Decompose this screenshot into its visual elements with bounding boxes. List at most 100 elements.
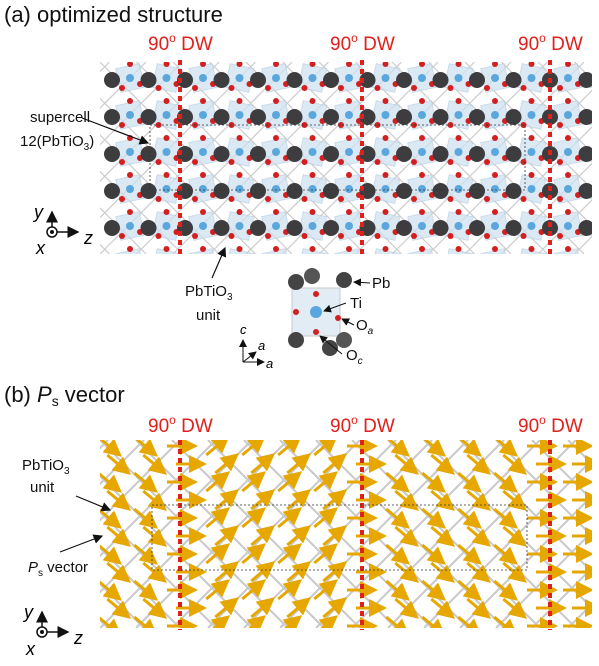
ti-atom	[528, 185, 536, 193]
ti-atom	[564, 148, 572, 156]
o-atom	[456, 98, 462, 104]
o-atom	[419, 98, 425, 104]
unit-cell	[288, 268, 352, 356]
pb-atom	[469, 109, 485, 125]
ti-atom	[491, 259, 499, 267]
o-atom	[192, 85, 198, 91]
o-atom	[346, 98, 352, 104]
o-atom	[529, 246, 535, 252]
ti-atom	[382, 74, 390, 82]
o-atom	[192, 196, 198, 202]
text: s	[52, 393, 59, 409]
o-atom	[484, 85, 490, 91]
o-atom	[466, 266, 472, 272]
o-atom	[229, 159, 235, 165]
text: 90	[518, 416, 539, 437]
o-atom	[237, 98, 243, 104]
ti-atom	[163, 74, 171, 82]
o-atom	[310, 61, 316, 67]
o-atom	[310, 172, 316, 178]
vector-label: Ps vector	[28, 559, 88, 579]
o-atom	[302, 196, 308, 202]
o-atom	[383, 98, 389, 104]
pb-atom	[287, 257, 303, 273]
pb-atom	[104, 109, 120, 125]
o-atom	[594, 270, 599, 276]
o-atom	[456, 135, 462, 141]
o-atom	[565, 172, 571, 178]
ti-atom	[272, 185, 280, 193]
text: 90	[148, 416, 169, 437]
ti-atom	[491, 185, 499, 193]
pb-atom	[579, 146, 595, 162]
pb-atom	[104, 183, 120, 199]
axis-label: x	[35, 238, 46, 258]
o-atom	[310, 209, 316, 215]
supercell-label: supercell	[30, 109, 90, 126]
text: DW	[358, 34, 395, 55]
axis-label: y	[22, 602, 34, 622]
ti-atom	[163, 148, 171, 156]
octahedron	[481, 249, 509, 277]
ti-atom	[236, 148, 244, 156]
ti-atom	[272, 259, 280, 267]
o-atom	[156, 85, 162, 91]
ti-atom	[345, 259, 353, 267]
o-atom	[200, 172, 206, 178]
axis-label: a	[258, 338, 265, 353]
ti-atom	[199, 222, 207, 230]
pb-atom	[250, 146, 266, 162]
ti-atom	[126, 259, 134, 267]
o-atom	[411, 270, 417, 276]
pb-atom	[396, 220, 412, 236]
ti-atom	[382, 185, 390, 193]
o-atom	[411, 85, 417, 91]
pb-atom	[433, 183, 449, 199]
ti-atom	[345, 74, 353, 82]
o-atom	[456, 209, 462, 215]
pb-atom	[506, 183, 522, 199]
o-atom	[565, 135, 571, 141]
o-atom	[247, 266, 253, 272]
bond	[0, 62, 110, 254]
pb-atom	[396, 109, 412, 125]
ti-atom	[564, 222, 572, 230]
o-atom	[119, 85, 125, 91]
o-atom	[557, 159, 563, 165]
o-atom	[164, 61, 170, 67]
o-atom	[127, 172, 133, 178]
text: 90	[518, 34, 539, 55]
o-atom	[200, 61, 206, 67]
o-atom	[484, 270, 490, 276]
o-atom	[302, 159, 308, 165]
o-atom	[375, 233, 381, 239]
o-atom	[492, 61, 498, 67]
o-atom	[273, 61, 279, 67]
o-atom	[265, 270, 271, 276]
unit-label: unit	[196, 307, 221, 324]
ti-atom	[564, 185, 572, 193]
o-atom	[192, 270, 198, 276]
pb-atom	[141, 72, 157, 88]
o-atom	[164, 98, 170, 104]
o-atom	[346, 61, 352, 67]
text: PbTiO	[22, 457, 64, 474]
o-atom	[119, 122, 125, 128]
ti-atom	[418, 74, 426, 82]
ti-atom	[418, 111, 426, 119]
octahedron	[152, 249, 180, 277]
text: O	[346, 347, 358, 364]
pb-atom	[214, 183, 230, 199]
pb-atom	[287, 72, 303, 88]
o-atom	[565, 209, 571, 215]
ti-atom	[272, 148, 280, 156]
axis-label: y	[32, 202, 44, 222]
pb-atom	[469, 146, 485, 162]
o-atom	[448, 159, 454, 165]
pb-atom	[433, 109, 449, 125]
pb-atom	[214, 72, 230, 88]
axes: y x z	[22, 602, 83, 659]
unit-label: PbTiO3	[185, 283, 233, 303]
ti-atom	[163, 111, 171, 119]
pb-atom	[214, 146, 230, 162]
